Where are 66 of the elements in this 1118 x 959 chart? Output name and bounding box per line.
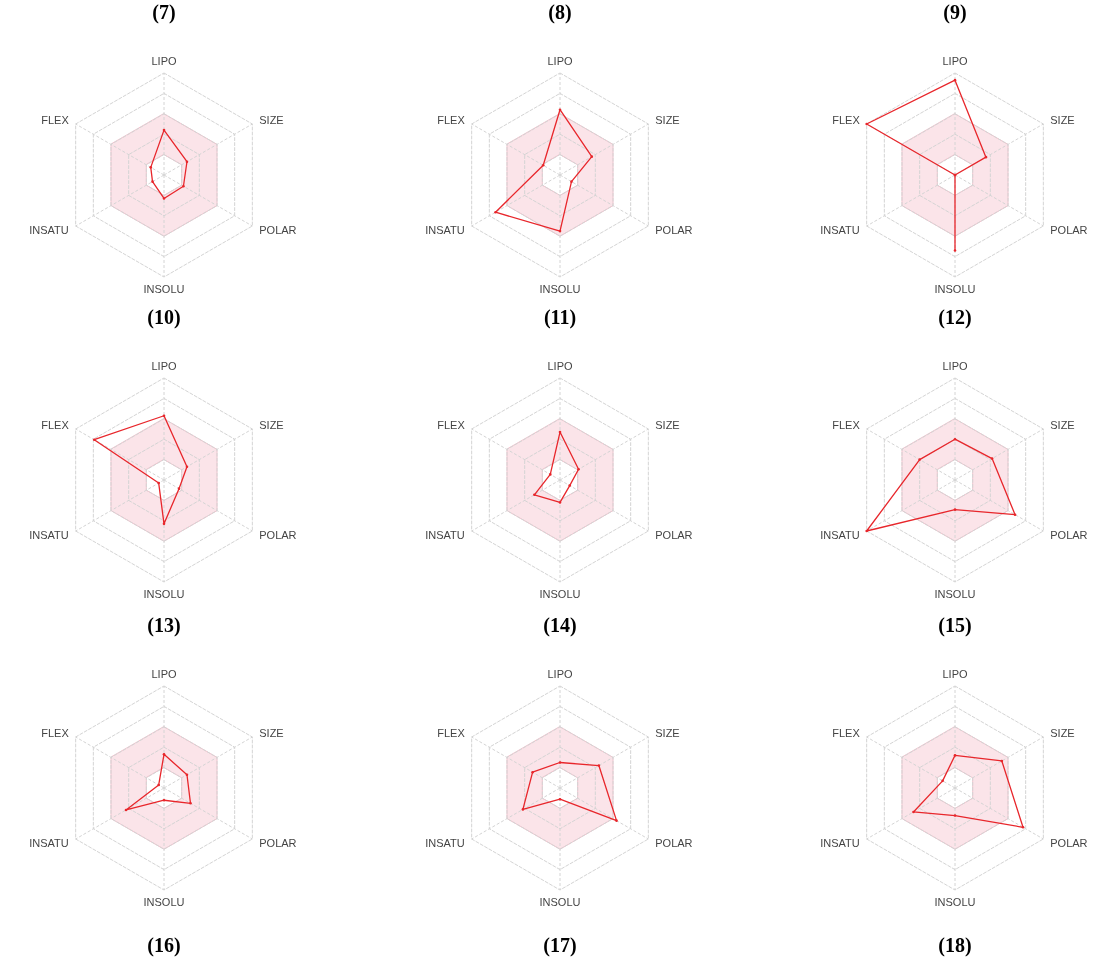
spoke-label: INSOLU — [934, 587, 976, 600]
chart-title: (9) — [942, 0, 968, 24]
spoke-label: INSATU — [425, 836, 465, 849]
spoke-label: INSOLU — [143, 587, 185, 600]
chart-title: (15) — [937, 613, 973, 637]
text: (18) — [937, 933, 973, 957]
spoke-label: LIPO — [151, 668, 177, 680]
spoke-label: INSATU — [425, 528, 465, 541]
chart-title: (7) — [151, 0, 177, 24]
spoke-label: INSATU — [820, 528, 860, 541]
spoke-label: SIZE — [1050, 726, 1075, 739]
chart-title: (12) — [937, 305, 973, 329]
spoke-label: SIZE — [259, 113, 284, 126]
spoke-label: LIPO — [547, 668, 573, 680]
spoke-label: FLEX — [41, 726, 70, 739]
spoke-label: SIZE — [259, 726, 284, 739]
spoke-label: FLEX — [437, 726, 466, 739]
spoke-label: LIPO — [547, 55, 573, 67]
spoke-label: INSOLU — [539, 282, 581, 295]
spoke-label: FLEX — [41, 418, 70, 431]
spoke-label: INSATU — [820, 223, 860, 236]
chart-title: (10) — [146, 305, 182, 329]
spoke-label: FLEX — [832, 726, 861, 739]
spoke-label: POLAR — [655, 528, 693, 541]
text: (17) — [542, 933, 578, 957]
chart-title: (11) — [542, 305, 578, 329]
spoke-label: INSOLU — [539, 587, 581, 600]
spoke-label: POLAR — [1050, 528, 1088, 541]
spoke-label: POLAR — [655, 836, 693, 849]
spoke-label: FLEX — [437, 113, 466, 126]
spoke-label: SIZE — [655, 726, 680, 739]
spoke-label: FLEX — [437, 418, 466, 431]
spoke-label: SIZE — [1050, 418, 1075, 431]
spoke-label: POLAR — [259, 528, 297, 541]
spoke-label: INSOLU — [539, 895, 581, 908]
spoke-label: POLAR — [1050, 223, 1088, 236]
spoke-label: SIZE — [655, 113, 680, 126]
spoke-label: INSATU — [425, 223, 465, 236]
spoke-label: INSOLU — [934, 282, 976, 295]
spoke-label: INSOLU — [143, 282, 185, 295]
spoke-label: SIZE — [655, 418, 680, 431]
spoke-label: INSATU — [820, 836, 860, 849]
spoke-label: INSOLU — [934, 895, 976, 908]
chart-title: (8) — [547, 0, 573, 24]
spoke-label: INSOLU — [143, 895, 185, 908]
spoke-label: LIPO — [151, 55, 177, 67]
spoke-label: POLAR — [259, 223, 297, 236]
spoke-label: LIPO — [942, 668, 968, 680]
spoke-label: FLEX — [41, 113, 70, 126]
chart-title: (13) — [146, 613, 182, 637]
spoke-label: POLAR — [1050, 836, 1088, 849]
spoke-label: LIPO — [942, 55, 968, 67]
spoke-label: INSATU — [29, 223, 69, 236]
spoke-label: SIZE — [1050, 113, 1075, 126]
spoke-label: FLEX — [832, 113, 861, 126]
spoke-label: LIPO — [942, 360, 968, 372]
spoke-label: INSATU — [29, 528, 69, 541]
spoke-label: LIPO — [547, 360, 573, 372]
text: (16) — [146, 933, 182, 957]
spoke-label: POLAR — [655, 223, 693, 236]
chart-title: (14) — [542, 613, 578, 637]
spoke-label: FLEX — [832, 418, 861, 431]
spoke-label: SIZE — [259, 418, 284, 431]
spoke-label: LIPO — [151, 360, 177, 372]
spoke-label: POLAR — [259, 836, 297, 849]
spoke-label: INSATU — [29, 836, 69, 849]
